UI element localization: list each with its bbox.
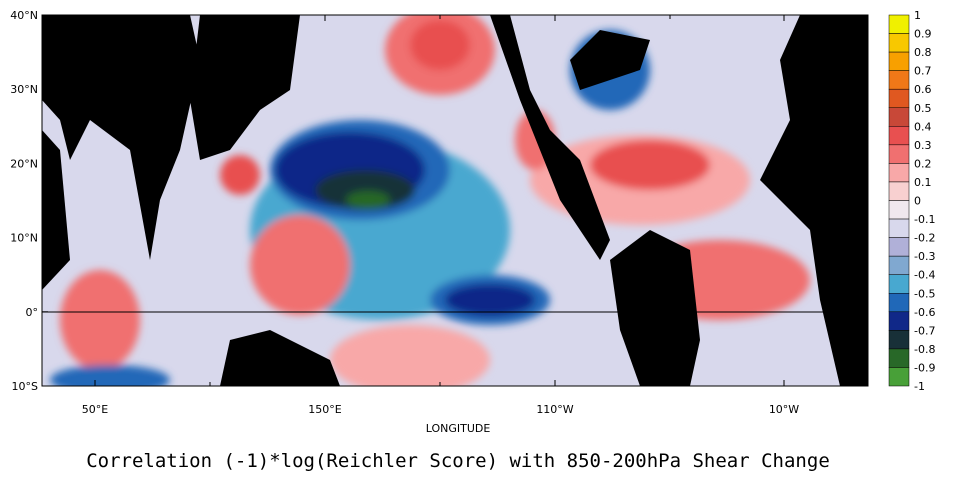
colorbar-swatch xyxy=(888,181,910,201)
plot-frame xyxy=(41,14,869,387)
colorbar-swatch xyxy=(888,348,910,368)
lat-label: 20°N xyxy=(10,157,38,170)
colorbar-label: -1 xyxy=(914,380,925,393)
colorbar-swatch xyxy=(888,14,910,34)
colorbar-swatch xyxy=(888,274,910,294)
colorbar-label: 0.8 xyxy=(914,46,932,59)
lon-label: 50°E xyxy=(82,403,108,416)
colorbar-label: -0.5 xyxy=(914,287,935,300)
lon-label: 110°W xyxy=(536,403,573,416)
colorbar-label: -0.6 xyxy=(914,306,935,319)
land xyxy=(42,15,868,386)
colorbar-swatch xyxy=(888,311,910,331)
lat-label: 30°N xyxy=(10,83,38,96)
colorbar-label: 0.9 xyxy=(914,28,932,41)
colorbar-swatch xyxy=(888,144,910,164)
colorbar-label: -0.7 xyxy=(914,324,935,337)
colorbar-swatch xyxy=(888,70,910,90)
axes: 40°N 30°N 20°N 10°N 0° 10°S 50°E 150°E 110°W 10°W xyxy=(10,9,868,416)
map-field xyxy=(42,15,868,386)
colorbar-label: -0.3 xyxy=(914,250,935,263)
colorbar-swatch xyxy=(888,237,910,257)
colorbar-label: 0.5 xyxy=(914,102,932,115)
title: Correlation (-1)*log(Reichler Score) wit… xyxy=(86,450,830,472)
colorbar-label: 0.2 xyxy=(914,157,932,170)
colorbar: 1 0.9 0.8 0.7 0.6 0.5 0.4 0.3 0.2 0.1 0 -0.1 -0.2 -0.… xyxy=(888,9,935,393)
lat-label: 40°N xyxy=(10,9,38,22)
colorbar-swatch xyxy=(888,88,910,108)
colorbar-swatch xyxy=(888,126,910,146)
colorbar-swatch xyxy=(888,33,910,53)
colorbar-label: 0.6 xyxy=(914,83,932,96)
colorbar-label: 0.3 xyxy=(914,139,932,152)
colorbar-label: 0.1 xyxy=(914,176,932,189)
x-axis-label: LONGITUDE xyxy=(426,422,491,435)
lat-label: 10°S xyxy=(12,380,38,393)
colorbar-label: -0.2 xyxy=(914,232,935,245)
lon-label: 10°W xyxy=(769,403,799,416)
colorbar-label: 0 xyxy=(914,195,921,208)
colorbar-swatch xyxy=(888,51,910,71)
colorbar-label: -0.8 xyxy=(914,343,935,356)
colorbar-label: -0.9 xyxy=(914,361,935,374)
colorbar-swatch xyxy=(888,330,910,350)
colorbar-swatch xyxy=(888,218,910,238)
colorbar-swatch xyxy=(888,107,910,127)
colorbar-swatch xyxy=(888,293,910,313)
colorbar-swatch xyxy=(888,163,910,183)
colorbar-swatch xyxy=(888,367,910,387)
lon-label: 150°E xyxy=(308,403,341,416)
colorbar-label: 1 xyxy=(914,9,921,22)
colorbar-label: -0.1 xyxy=(914,213,935,226)
lat-label: 0° xyxy=(26,306,39,319)
colorbar-label: -0.4 xyxy=(914,269,935,282)
colorbar-swatch xyxy=(888,255,910,275)
colorbar-label: 0.4 xyxy=(914,120,932,133)
colorbar-swatch xyxy=(888,200,910,220)
colorbar-label: 0.7 xyxy=(914,65,932,78)
lat-label: 10°N xyxy=(10,232,38,245)
